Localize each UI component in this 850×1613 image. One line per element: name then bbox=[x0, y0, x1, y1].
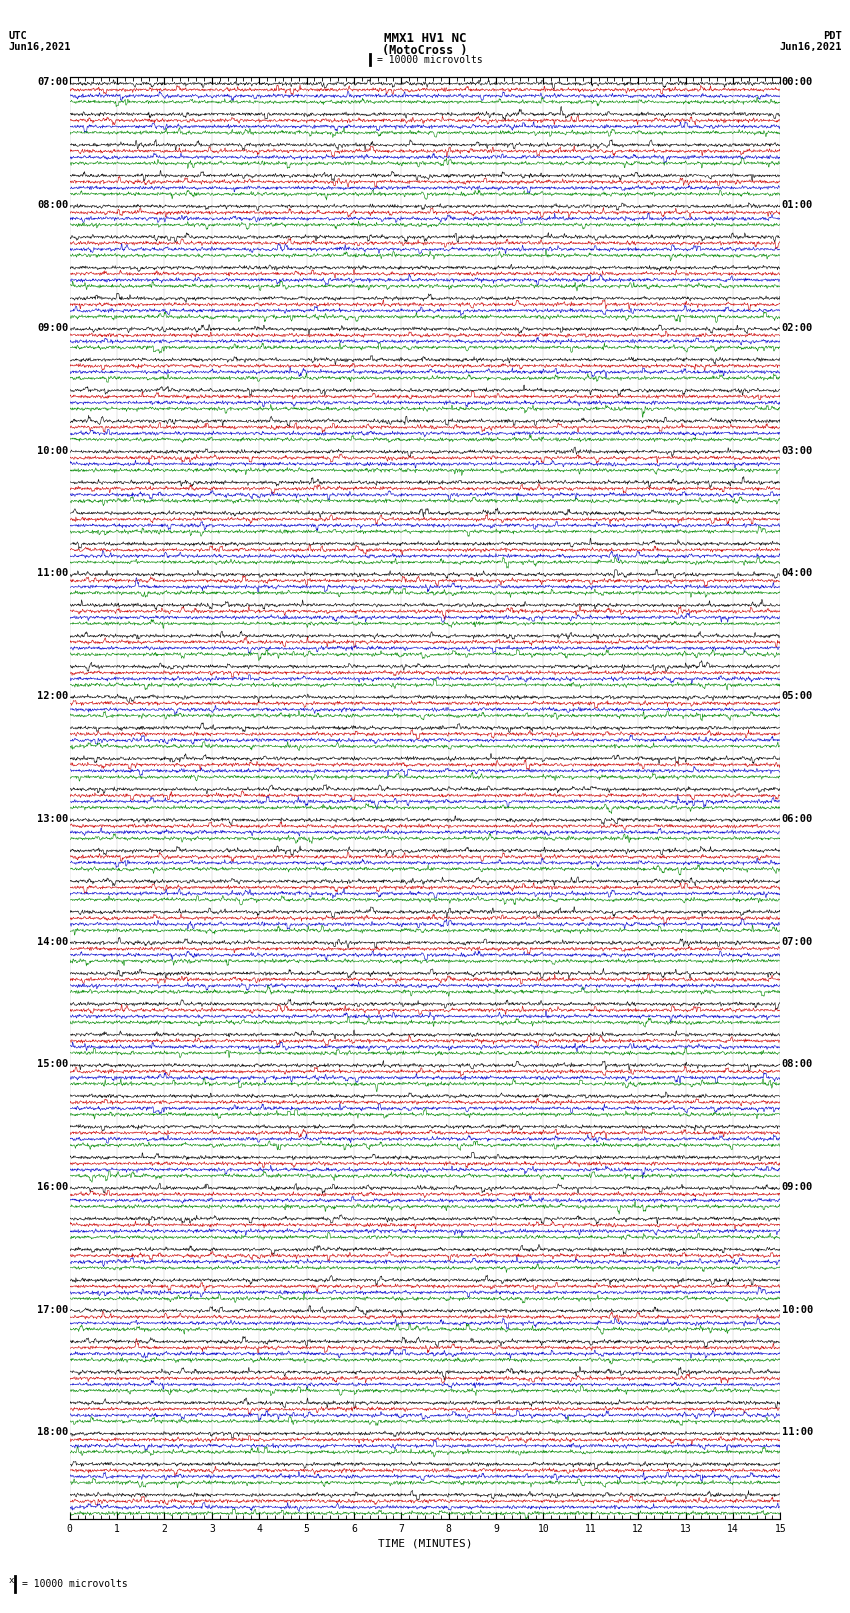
Text: MMX1 HV1 NC: MMX1 HV1 NC bbox=[383, 32, 467, 45]
Text: 02:00: 02:00 bbox=[782, 323, 813, 332]
Text: UTC: UTC bbox=[8, 31, 27, 40]
Text: 15:00: 15:00 bbox=[37, 1060, 68, 1069]
Text: 00:00: 00:00 bbox=[782, 77, 813, 87]
Text: 08:00: 08:00 bbox=[782, 1060, 813, 1069]
Text: 09:00: 09:00 bbox=[37, 323, 68, 332]
Text: (MotoCross ): (MotoCross ) bbox=[382, 44, 468, 56]
Text: 09:00: 09:00 bbox=[782, 1182, 813, 1192]
Text: = 10000 microvolts: = 10000 microvolts bbox=[22, 1579, 128, 1589]
Text: 03:00: 03:00 bbox=[782, 445, 813, 455]
Text: 04:00: 04:00 bbox=[782, 568, 813, 579]
Text: 07:00: 07:00 bbox=[782, 937, 813, 947]
Text: Jun16,2021: Jun16,2021 bbox=[779, 42, 842, 52]
Text: 16:00: 16:00 bbox=[37, 1182, 68, 1192]
Text: 11:00: 11:00 bbox=[782, 1428, 813, 1437]
Text: 18:00: 18:00 bbox=[37, 1428, 68, 1437]
Text: 13:00: 13:00 bbox=[37, 815, 68, 824]
Text: Jun16,2021: Jun16,2021 bbox=[8, 42, 71, 52]
Text: 07:00: 07:00 bbox=[37, 77, 68, 87]
Text: x: x bbox=[8, 1576, 14, 1586]
Text: 05:00: 05:00 bbox=[782, 690, 813, 702]
Text: 10:00: 10:00 bbox=[782, 1305, 813, 1315]
Text: 11:00: 11:00 bbox=[37, 568, 68, 579]
Text: 17:00: 17:00 bbox=[37, 1305, 68, 1315]
Text: = 10000 microvolts: = 10000 microvolts bbox=[377, 55, 482, 65]
Text: 12:00: 12:00 bbox=[37, 690, 68, 702]
Text: 14:00: 14:00 bbox=[37, 937, 68, 947]
Text: 06:00: 06:00 bbox=[782, 815, 813, 824]
Text: 10:00: 10:00 bbox=[37, 445, 68, 455]
Text: 08:00: 08:00 bbox=[37, 200, 68, 210]
X-axis label: TIME (MINUTES): TIME (MINUTES) bbox=[377, 1539, 473, 1548]
Text: 01:00: 01:00 bbox=[782, 200, 813, 210]
Text: PDT: PDT bbox=[823, 31, 842, 40]
